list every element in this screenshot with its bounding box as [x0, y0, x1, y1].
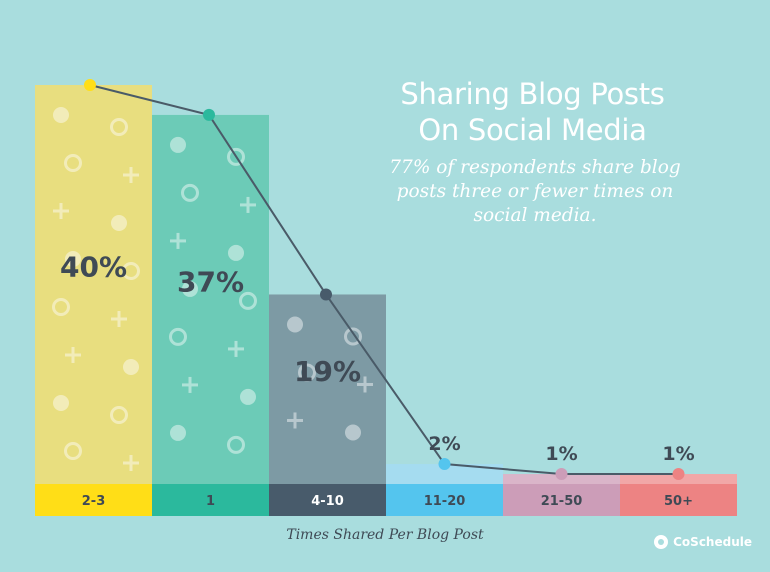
trend-point-11-20: [438, 458, 451, 471]
trend-point-50+: [672, 468, 685, 481]
category-band-2-3: [35, 484, 152, 516]
chart-title-line-2: On Social Media: [418, 113, 647, 147]
brand-logo: CoSchedule: [654, 535, 752, 549]
trend-line: [89, 84, 679, 476]
value-label-21-50: 1%: [545, 443, 577, 465]
value-label-1: 37%: [177, 265, 244, 298]
bar-1: [152, 114, 269, 485]
x-tick-label: 1: [206, 494, 215, 509]
x-tick-label: 4-10: [311, 494, 344, 509]
chart-title: Sharing Blog Posts On Social Media: [345, 76, 720, 148]
category-band-50+: [620, 484, 737, 516]
bar-pattern-decoration: [52, 107, 140, 471]
chart-subtitle-line-3: social media.: [473, 205, 597, 226]
trend-point-4-10: [320, 288, 332, 301]
trend-point-21-50: [555, 468, 568, 481]
category-band-11-20: [386, 484, 503, 516]
bar-pattern-decoration: [169, 136, 257, 454]
bar-pattern-decoration: [287, 316, 373, 441]
category-band-4-10: [269, 484, 386, 516]
chart-title-line-1: Sharing Blog Posts: [400, 77, 665, 111]
value-label-11-20: 2%: [428, 433, 460, 455]
value-label-50+: 1%: [662, 443, 694, 465]
coschedule-logo-icon: [654, 535, 669, 549]
category-band-21-50: [503, 484, 620, 516]
x-tick-label: 50+: [664, 494, 693, 509]
x-tick-label: 21-50: [541, 494, 583, 509]
bar-11-20: [386, 464, 503, 484]
x-tick-label: 2-3: [82, 494, 106, 509]
value-label-2-3: 40%: [60, 251, 127, 284]
category-bands: 2-3 1 4-10 11-20 21-50 50+: [35, 484, 737, 516]
chart-subtitle: 77% of respondents share blog posts thre…: [385, 156, 685, 228]
bar-2-3: [35, 85, 152, 484]
x-tick-label: 11-20: [424, 494, 466, 509]
trend-point-2-3: [84, 79, 96, 91]
x-axis-title: Times Shared Per Blog Post: [286, 527, 484, 543]
brand-name: CoSchedule: [673, 535, 752, 549]
trend-line-layer: [84, 79, 685, 481]
bar-4-10: [269, 294, 386, 484]
category-band-1: [152, 484, 269, 516]
chart-subtitle-line-2: posts three or fewer times on: [396, 181, 674, 202]
trend-point-1: [203, 108, 215, 121]
value-label-4-10: 19%: [294, 355, 361, 388]
chart-subtitle-line-1: 77% of respondents share blog: [389, 157, 681, 178]
value-labels-layer: 40% 37% 19% 2% 1% 1%: [60, 251, 695, 466]
